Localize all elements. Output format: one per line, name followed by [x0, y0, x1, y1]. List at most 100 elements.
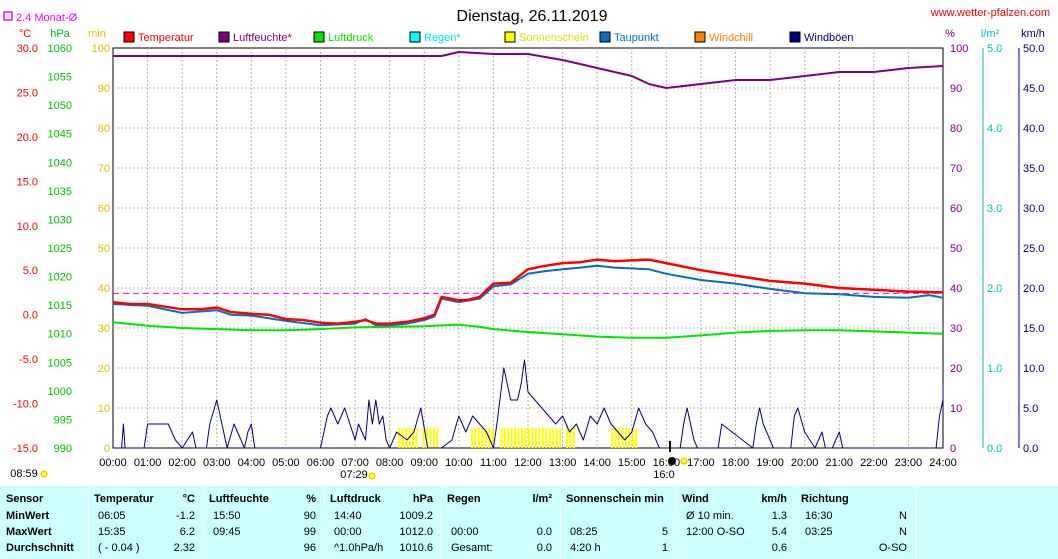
- rain-tick-label: 4.0: [987, 123, 1002, 135]
- sunshine-bar: [559, 428, 562, 448]
- legend-swatch: [123, 31, 135, 43]
- pressure-tick-label: 1000: [48, 386, 72, 398]
- temp-tick-label: -10.0: [13, 399, 38, 411]
- sun-icon: [680, 457, 688, 465]
- axis-unit-label: °C: [19, 28, 31, 40]
- sunshine-bar: [631, 428, 634, 448]
- axis-unit-label: l/m²: [981, 28, 1000, 40]
- stats-column: Richtung 16:30 N 03:25 N O-SO: [795, 486, 916, 559]
- column-title: Sonnenschein min: [566, 493, 664, 505]
- cell-value: 0.0: [536, 542, 552, 554]
- series-line-luftfeuchte: [113, 51, 944, 89]
- humidity-tick-label: 60: [950, 203, 962, 215]
- legend-swatch: [409, 31, 421, 43]
- minutes-tick-label: 80: [98, 123, 110, 135]
- stats-column: Wind km/h Ø 10 min. 1.3 12:00 O-SO 5.4 0.6: [676, 486, 796, 559]
- sunshine-bar: [531, 428, 534, 448]
- weather-chart: Dienstag, 26.11.2019 www.wetter-pfalzen.c…: [3, 7, 1050, 481]
- legend-label: Windchill: [709, 32, 753, 44]
- cell-time: Ø 10 min.: [686, 510, 734, 522]
- left-sun-icon: [40, 470, 48, 478]
- temp-tick-label: 30.0: [17, 43, 38, 55]
- humidity-tick-label: 70: [950, 163, 962, 175]
- sunshine-bar: [398, 428, 401, 448]
- sunshine-bar: [429, 428, 432, 448]
- wind-tick-label: 15.0: [1023, 323, 1044, 335]
- cell-value: O-SO: [878, 542, 907, 554]
- sunshine-bar: [412, 428, 415, 448]
- cell-value: 2.32: [173, 542, 195, 554]
- wind-tick-label: 45.0: [1023, 83, 1044, 95]
- wind-tick-label: 0.0: [1023, 443, 1038, 455]
- column-unit: km/h: [761, 493, 787, 505]
- column-unit: °C: [182, 493, 195, 505]
- humidity-tick-label: 10: [950, 403, 962, 415]
- stats-column: Luftfeuchte% 15:50 90 09:45 99 96: [203, 486, 325, 559]
- cell-time: 00:00: [334, 526, 362, 538]
- column-title: Temperatur: [94, 493, 154, 505]
- rain-tick-label: 1.0: [987, 363, 1002, 375]
- x-tick-label: 18:00: [722, 457, 750, 469]
- column-unit: %: [306, 493, 316, 505]
- column-unit: l/m²: [532, 493, 552, 505]
- legend-label: Temperatur: [138, 32, 194, 44]
- column-title: Luftdruck: [330, 493, 381, 505]
- sunshine-bar: [611, 428, 613, 448]
- legend-label: Regen*: [424, 32, 461, 44]
- cell-value: 96: [303, 542, 316, 554]
- cell-value: N: [899, 510, 907, 522]
- x-tick-label: 15:00: [618, 457, 646, 469]
- x-tick-label: 12:00: [514, 457, 542, 469]
- humidity-tick-label: 0: [950, 443, 956, 455]
- wind-tick-label: 40.0: [1023, 123, 1044, 135]
- sunshine-bar: [521, 428, 524, 448]
- series-line-temperatur: [112, 258, 944, 325]
- pressure-tick-label: 1030: [48, 214, 72, 226]
- sunshine-bar: [484, 428, 487, 448]
- cell-time: 12:00 O-SO: [686, 526, 745, 538]
- sunshine-bar: [401, 428, 404, 448]
- legend-swatch: [504, 31, 516, 43]
- x-tick-label: 14:00: [583, 457, 611, 469]
- humidity-tick-label: 40: [950, 283, 962, 295]
- axis-unit-label: hPa: [50, 28, 70, 40]
- cell-value: 1012.0: [399, 526, 433, 538]
- sunshine-bar: [436, 428, 439, 448]
- wind-tick-label: 30.0: [1023, 203, 1044, 215]
- sunshine-bar: [481, 428, 484, 448]
- cell-time: 00:00: [451, 526, 479, 538]
- pressure-tick-label: 1010: [48, 329, 72, 341]
- legend-label: Taupunkt: [614, 32, 659, 44]
- rain-tick-label: 5.0: [987, 43, 1002, 55]
- column-unit: hPa: [412, 493, 433, 505]
- row-label-min: MinWert: [6, 510, 50, 522]
- x-tick-label: 16:00: [653, 457, 681, 469]
- x-tick-label: 11:00: [480, 457, 507, 469]
- sunshine-bar: [500, 428, 503, 448]
- pressure-tick-label: 995: [54, 414, 72, 426]
- cell-time: 08:25: [570, 526, 598, 538]
- wind-tick-label: 10.0: [1023, 363, 1044, 375]
- humidity-tick-label: 90: [950, 83, 962, 95]
- cell-value: 0.0: [536, 526, 552, 538]
- cell-time: 15:50: [213, 510, 241, 522]
- sunshine-bar: [491, 428, 494, 448]
- sunshine-bar: [408, 428, 411, 448]
- sunshine-bar: [477, 428, 480, 448]
- pressure-tick-label: 1060: [48, 43, 72, 55]
- x-tick-label: 21:00: [825, 457, 853, 469]
- cell-value: 0.6: [771, 542, 787, 554]
- cell-time: 14:40: [334, 510, 362, 522]
- x-tick-label: 01:00: [134, 457, 162, 469]
- x-tick-label: 04:00: [238, 457, 266, 469]
- stats-column: Regen l/m² 00:00 0.0 Gesamt: 0.0: [441, 486, 561, 559]
- sunshine-bar: [552, 428, 555, 448]
- sunshine-bar: [528, 428, 530, 448]
- sunshine-bar: [422, 428, 425, 448]
- stats-table: Sensor MinWert MaxWert Durchschnitt Temp…: [0, 486, 1058, 559]
- minutes-tick-label: 20: [98, 363, 110, 375]
- row-labels-column: Sensor MinWert MaxWert Durchschnitt: [0, 486, 89, 559]
- cell-value: 1009.2: [399, 510, 433, 522]
- pressure-tick-label: 1035: [48, 186, 72, 198]
- legend-swatch: [218, 31, 230, 43]
